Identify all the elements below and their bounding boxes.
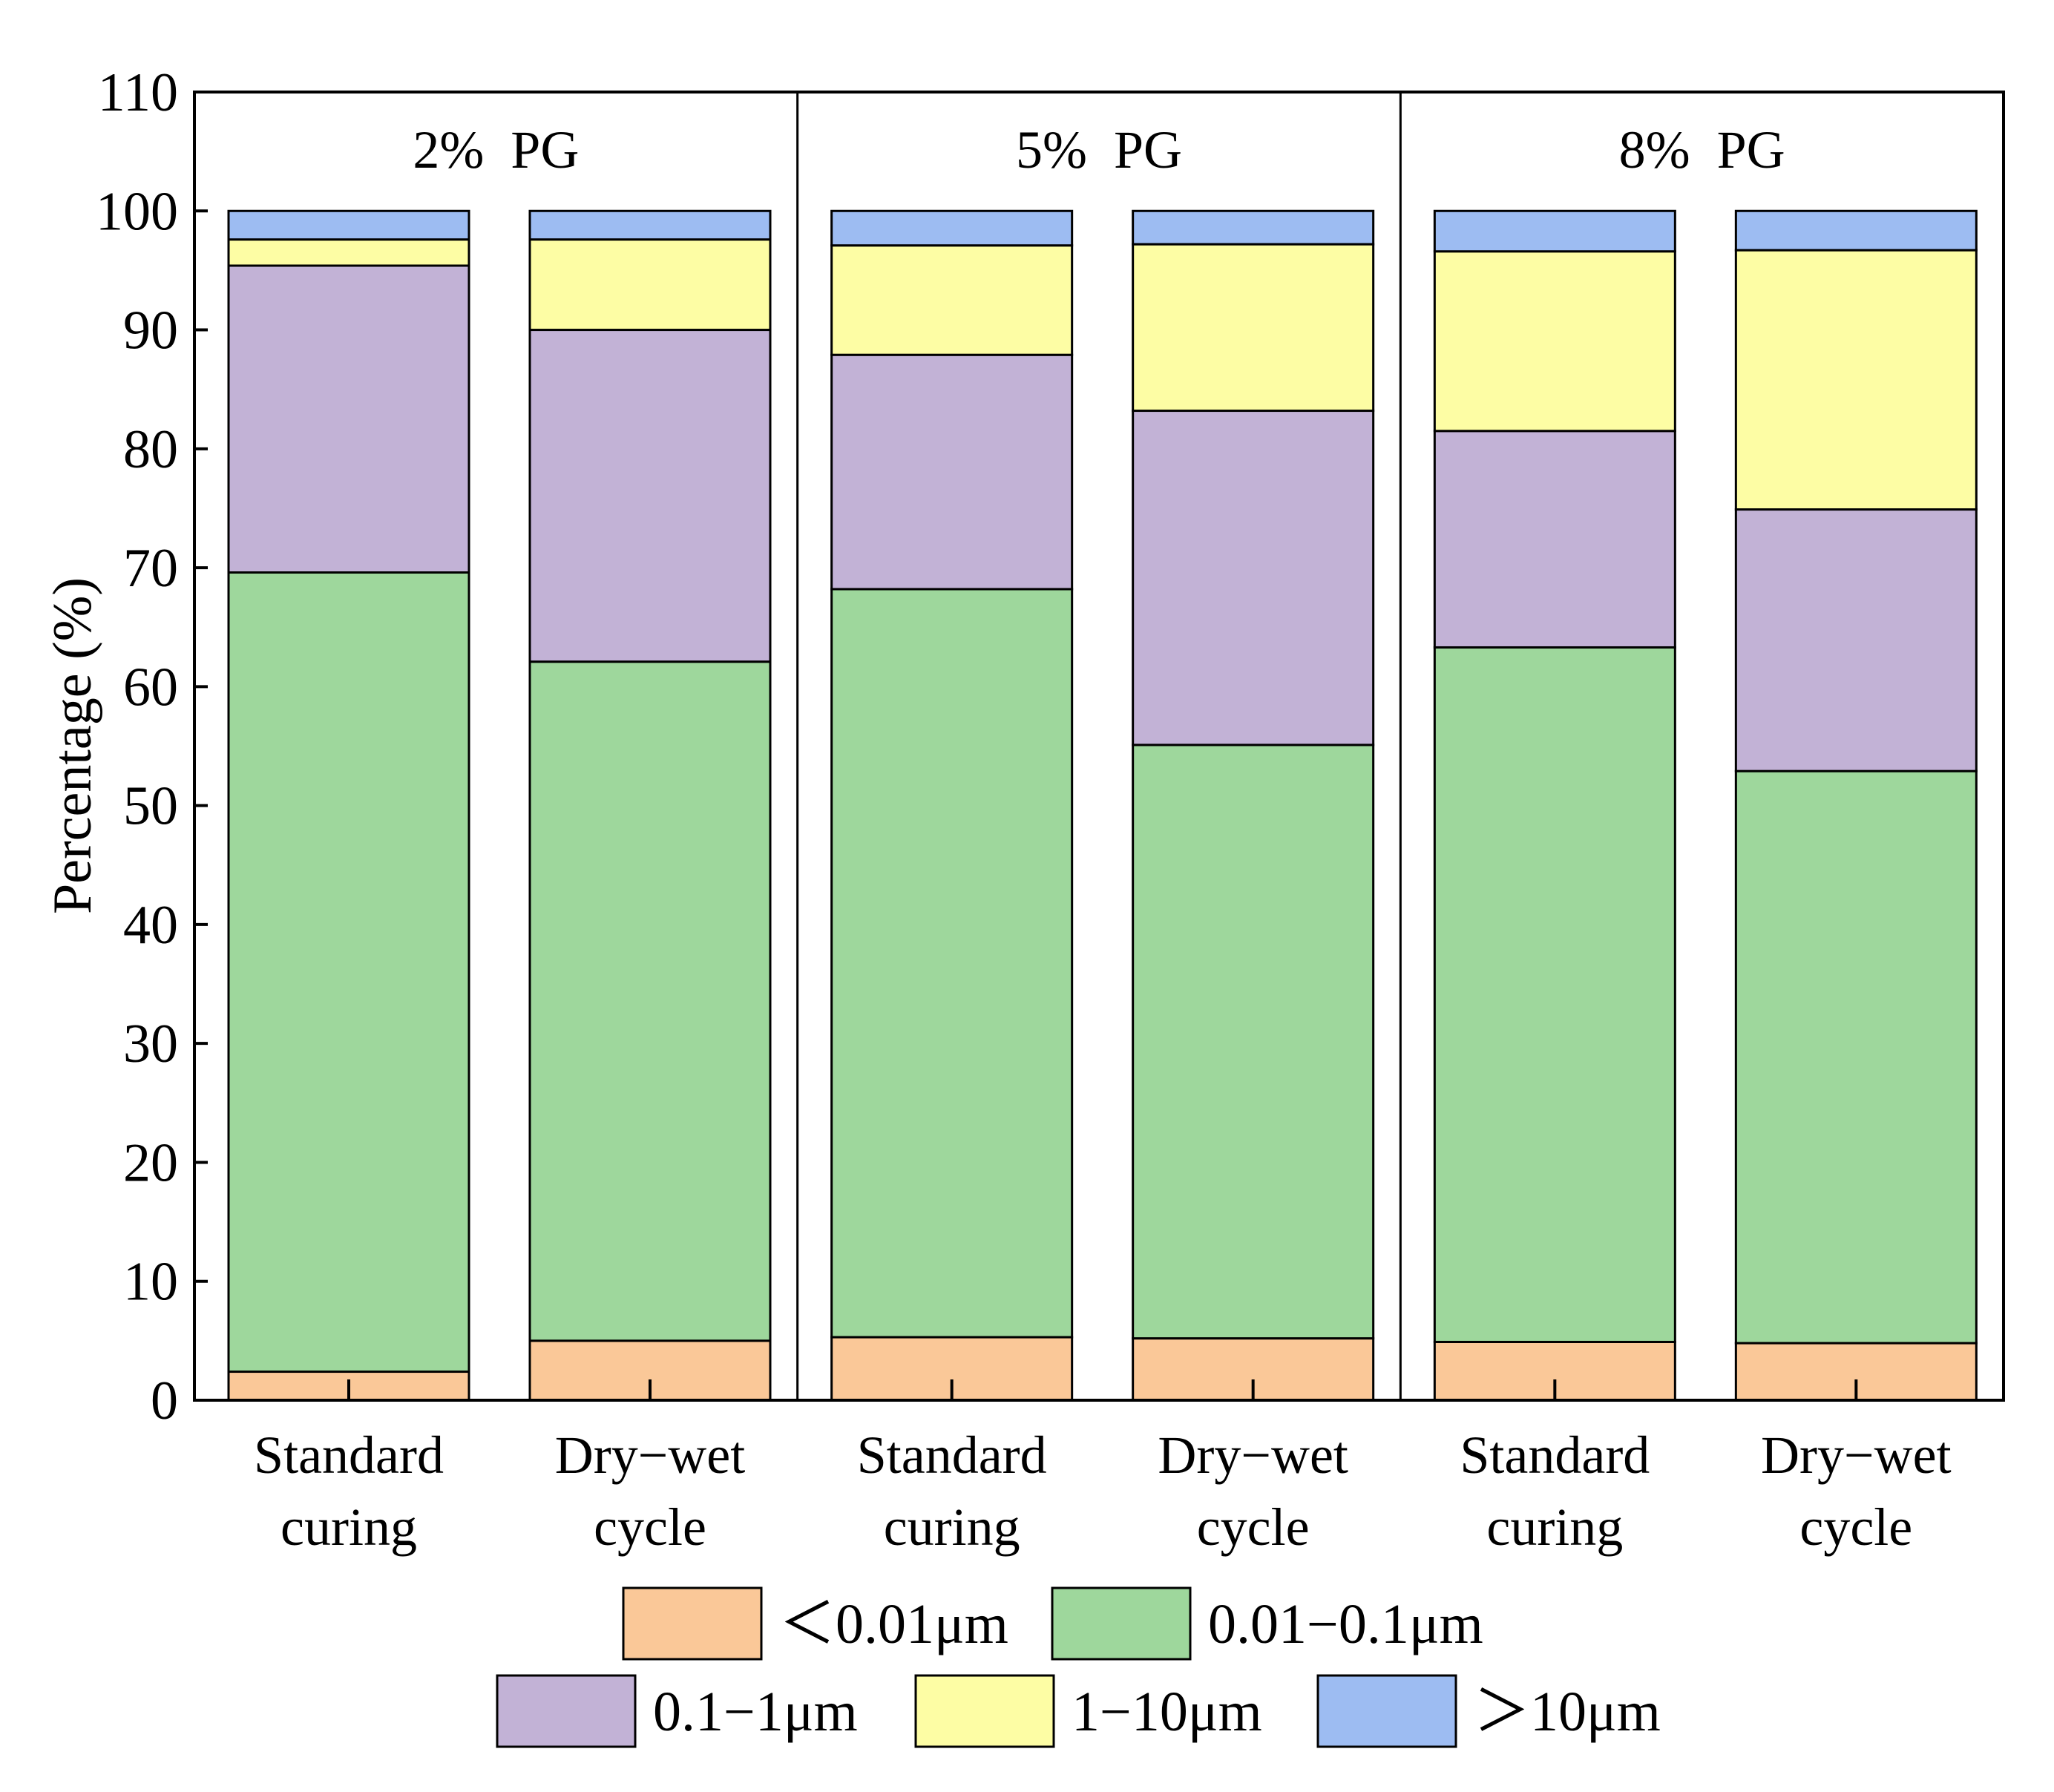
- y-tick-label: 110: [98, 62, 178, 123]
- bar-segment: [1433, 250, 1676, 433]
- y-tick-label: 30: [123, 1014, 178, 1074]
- y-tick-label: 10: [123, 1252, 178, 1313]
- group-label: 8% PG: [1619, 120, 1785, 180]
- category-label: Standard: [857, 1425, 1047, 1485]
- legend-label: 0.1−1μm: [653, 1681, 858, 1743]
- legend-label: ＞10μm: [1474, 1681, 1661, 1743]
- bar-segment: [1433, 209, 1676, 253]
- bar-segment: [528, 238, 772, 332]
- legend-label: 1−10μm: [1072, 1681, 1262, 1743]
- bar-segment: [528, 660, 772, 1342]
- plot-area: [796, 92, 1402, 1400]
- bar-segment: [1433, 430, 1676, 649]
- bar-segment: [830, 588, 1074, 1339]
- category-label: Dry−wet: [555, 1425, 746, 1485]
- bar-segment: [1132, 744, 1375, 1340]
- y-tick-label: 100: [96, 181, 178, 242]
- bar-segment: [1132, 410, 1375, 746]
- y-tick-label: 90: [123, 301, 178, 361]
- category-label: Standard: [1460, 1425, 1650, 1485]
- category-label: curing: [280, 1497, 417, 1557]
- category-label: Dry−wet: [1761, 1425, 1952, 1485]
- bar-segment: [1734, 508, 1978, 772]
- bar-segment: [227, 264, 470, 574]
- bar-segment: [830, 353, 1074, 591]
- bar-segment: [227, 571, 470, 1373]
- legend: ＜0.01μm 0.01−0.1μm 0.1−1μm 1−10μm ＞10μm: [496, 1586, 1661, 1748]
- bar-segment: [528, 329, 772, 663]
- y-tick-label: 60: [123, 657, 178, 718]
- bar-segment: [1433, 646, 1676, 1343]
- legend-swatch: [622, 1586, 763, 1661]
- labels: 2% PG 5% PG 8% PG Standard curing Dry−wet cycl…: [254, 120, 1952, 1557]
- bars: [227, 209, 1978, 1402]
- bar-segment: [1734, 209, 1978, 252]
- bar-segment: [830, 244, 1074, 356]
- y-tick-label: 40: [123, 895, 178, 956]
- bar-segment: [1132, 209, 1375, 246]
- y-axis-title: Percentage (%): [42, 577, 103, 914]
- bar-segment: [1734, 769, 1978, 1345]
- y-tick-label: 0: [151, 1371, 178, 1431]
- group-label: 2% PG: [413, 120, 579, 180]
- bar-segment: [227, 238, 470, 267]
- bar-segment: [528, 209, 772, 241]
- bar-segment: [1132, 243, 1375, 413]
- category-label: cycle: [594, 1497, 706, 1557]
- plot-frame: [193, 91, 2005, 1402]
- category-label: Dry−wet: [1158, 1425, 1348, 1485]
- category-label: curing: [884, 1497, 1020, 1557]
- y-tick-label: 80: [123, 419, 178, 480]
- legend-swatch: [496, 1674, 637, 1748]
- bar-segment: [1734, 249, 1978, 511]
- legend-swatch: [1051, 1586, 1192, 1661]
- bar-segment: [830, 209, 1074, 247]
- axes: 0 10 20 30 40 50 60 70 80 90 100 110: [96, 62, 1858, 1431]
- legend-swatch: [1316, 1674, 1457, 1748]
- bar-segment: [227, 209, 470, 241]
- legend-swatch: [914, 1674, 1055, 1748]
- y-tick-label: 20: [123, 1132, 178, 1193]
- category-label: curing: [1486, 1497, 1623, 1557]
- category-label: Standard: [254, 1425, 444, 1485]
- legend-label: 0.01−0.1μm: [1208, 1593, 1483, 1655]
- legend-label: ＜0.01μm: [779, 1593, 1008, 1655]
- y-tick-label: 50: [123, 776, 178, 837]
- y-tick-label: 70: [123, 538, 178, 599]
- category-label: cycle: [1197, 1497, 1310, 1557]
- category-label: cycle: [1799, 1497, 1912, 1557]
- group-label: 5% PG: [1016, 120, 1182, 180]
